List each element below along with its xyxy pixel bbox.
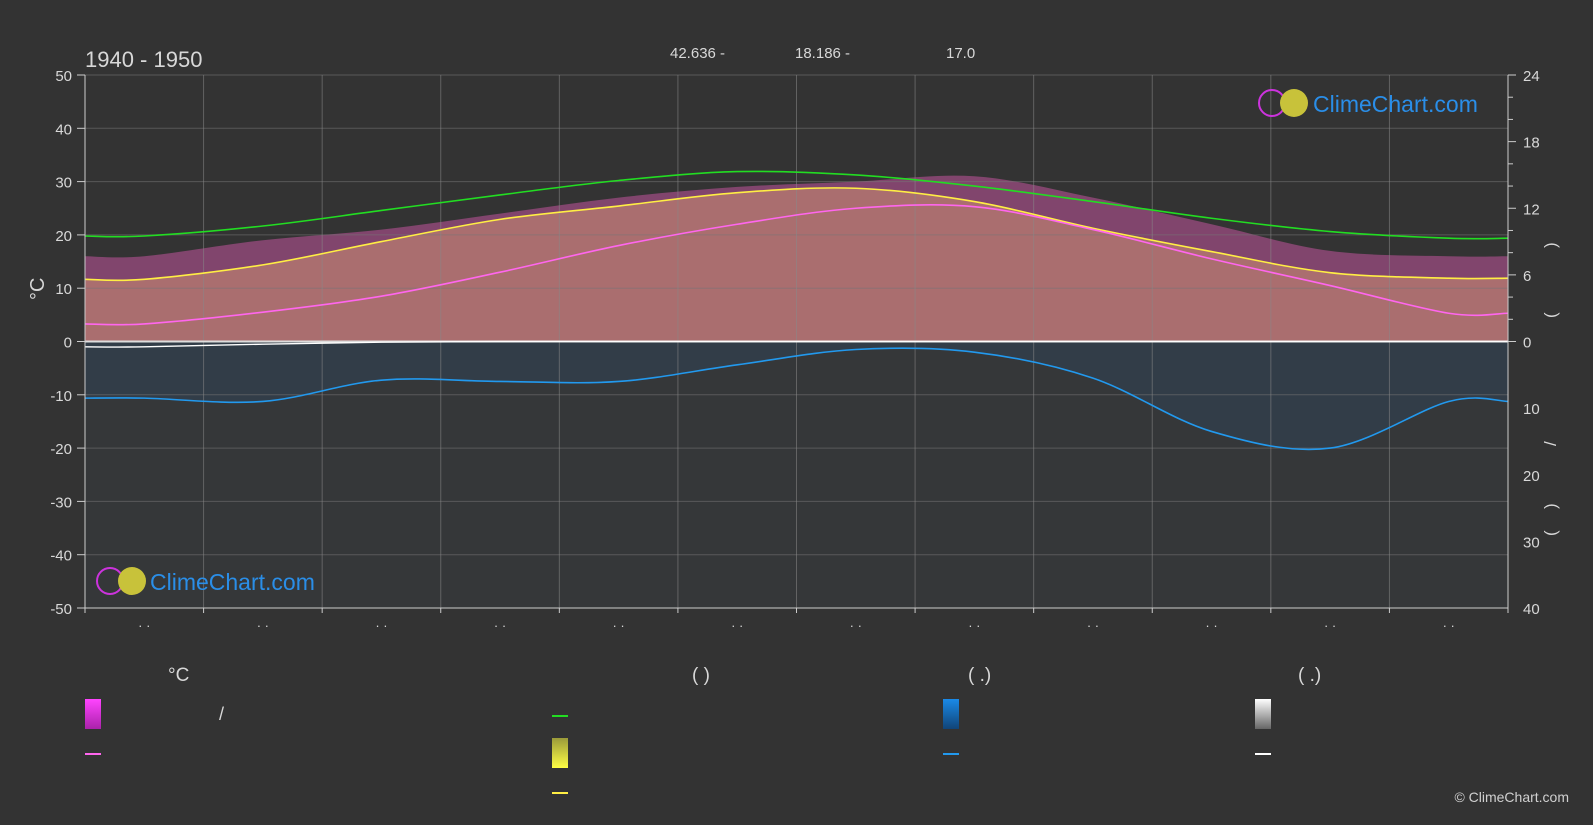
left-tick-label: 30 [55, 175, 72, 192]
left-tick-label: 10 [55, 281, 72, 298]
left-tick-label: -50 [50, 601, 72, 618]
legend-swatch-snow [1255, 699, 1271, 729]
logo-text: ClimeChart.com [150, 569, 315, 595]
x-tick-label: · · [138, 618, 150, 633]
left-tick-label: 50 [55, 68, 72, 85]
sunshine-line [84, 187, 1509, 282]
left-tick-label: -10 [50, 388, 72, 405]
logo-bottom[interactable]: ClimeChart.com [96, 567, 315, 595]
left-tick-label: -40 [50, 548, 72, 565]
right-bottom-tick-label: 40 [1523, 601, 1540, 618]
legend-swatch-sunshine [552, 738, 568, 768]
legend-swatch-rain [943, 699, 959, 729]
right-top-tick-label: 12 [1523, 201, 1540, 218]
left-tick-label: -20 [50, 441, 72, 458]
left-axis-label: °C [27, 278, 49, 300]
legend-header-sun: ( ) [692, 665, 710, 686]
logo-top[interactable]: ClimeChart.com [1258, 89, 1478, 117]
legend-line-rain [943, 753, 959, 755]
x-tick-label: · · [257, 618, 269, 633]
x-tick-label: · · [731, 618, 743, 633]
x-tick-label: · · [375, 618, 387, 633]
stat-longitude: 18.186 - [795, 45, 850, 62]
right-bottom-tick-label: 20 [1523, 468, 1540, 485]
x-tick-label: · · [1087, 618, 1099, 633]
x-tick-label: · · [612, 618, 624, 633]
legend-line-snow [1255, 753, 1271, 755]
x-tick-label: · · [850, 618, 862, 633]
legend-separator: / [219, 704, 225, 724]
stat-elevation: 17.0 [946, 45, 975, 62]
logo-sun-icon [118, 567, 146, 595]
snow-line [84, 340, 1508, 348]
x-tick-label: · · [1324, 618, 1336, 633]
right-axis-label-5: ( [1541, 530, 1560, 536]
chart-ticks: 50 40 30 20 10 0 -10 -20 -30 -40 -50 24 18 12 6 0 10 20 30… [50, 68, 1539, 633]
right-axis-label-1: ) [1541, 242, 1560, 248]
logo-text: ClimeChart.com [1313, 91, 1478, 117]
legend-header-snow: ( .) [1298, 665, 1322, 686]
left-tick-label: -30 [50, 494, 72, 511]
right-axis-label-2: ( [1541, 312, 1560, 318]
x-tick-label: · · [1443, 618, 1455, 633]
logo-sun-icon [1280, 89, 1308, 117]
x-tick-label: · · [1205, 618, 1217, 633]
right-axis-label-4: ) [1541, 503, 1560, 509]
right-top-tick-label: 0 [1523, 335, 1531, 352]
stat-latitude: 42.636 - [670, 45, 725, 62]
right-top-tick-label: 18 [1523, 135, 1540, 152]
copyright: © ClimeChart.com [1454, 789, 1569, 805]
right-axis-label-3: / [1541, 441, 1560, 446]
daylight-line [84, 170, 1509, 240]
period-title: 1940 - 1950 [85, 47, 202, 72]
left-tick-label: 0 [64, 335, 72, 352]
legend-line-daylight [552, 715, 568, 717]
legend-header-temperature: °C [168, 665, 190, 686]
right-bottom-tick-label: 10 [1523, 401, 1540, 418]
chart-lines [84, 170, 1509, 451]
precip-line [84, 347, 1509, 451]
legend-line-temp-mean [85, 753, 101, 755]
temp-mean-line [84, 204, 1509, 326]
legend-line-sunshine [552, 792, 568, 794]
left-tick-label: 20 [55, 228, 72, 245]
legend-swatch-temp-range [85, 699, 101, 729]
left-tick-label: 40 [55, 121, 72, 138]
x-tick-label: · · [494, 618, 506, 633]
right-top-tick-label: 24 [1523, 68, 1540, 85]
legend-header-rain: ( .) [968, 665, 992, 686]
x-tick-label: · · [968, 618, 980, 633]
right-top-tick-label: 6 [1523, 268, 1531, 285]
right-bottom-tick-label: 30 [1523, 534, 1540, 551]
